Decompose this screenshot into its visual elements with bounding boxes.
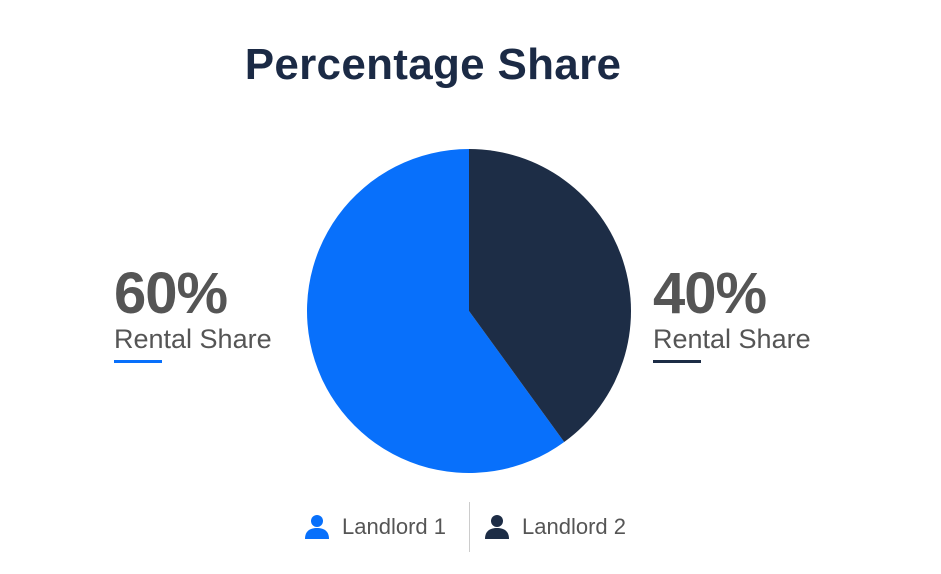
callout-caption: Rental Share	[653, 324, 811, 354]
legend-label: Landlord 2	[522, 514, 626, 539]
pie-slice-landlord-1	[307, 149, 565, 473]
callout-caption: Rental Share	[114, 324, 272, 354]
legend-item-landlord-2: Landlord 2	[484, 512, 626, 542]
legend-item-landlord-1: Landlord 1	[304, 512, 446, 542]
callout-underline	[653, 360, 701, 363]
chart-legend: Landlord 1 Landlord 2	[0, 502, 941, 552]
person-icon	[485, 515, 509, 539]
callout-landlord-2: 40% Rental Share	[653, 262, 811, 363]
callout-underline	[114, 360, 162, 363]
legend-divider	[469, 502, 470, 552]
pie-slice-landlord-2	[469, 149, 631, 443]
callout-percentage: 40%	[653, 261, 767, 326]
callout-percentage: 60%	[114, 261, 228, 326]
callout-landlord-1: 60% Rental Share	[114, 262, 272, 363]
legend-label: Landlord 1	[342, 514, 446, 539]
chart-title: Percentage Share	[244, 40, 622, 89]
person-icon	[305, 515, 329, 539]
